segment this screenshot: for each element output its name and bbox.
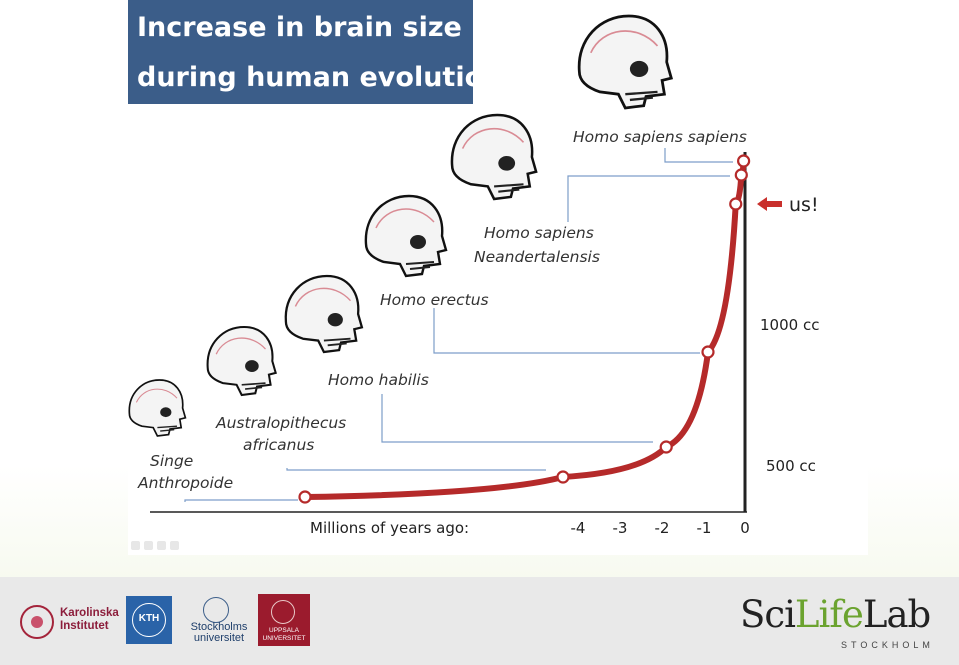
data-point xyxy=(737,154,751,168)
x-tick-label: 0 xyxy=(740,519,750,537)
leader-line xyxy=(184,499,298,502)
species-label: Neandertalensis xyxy=(474,248,600,266)
skull-outline xyxy=(450,113,538,201)
leader-line xyxy=(286,468,546,471)
eye-socket xyxy=(327,313,343,327)
stockholm-university-logo: Stockholms universitet xyxy=(186,597,248,645)
teeth xyxy=(405,261,435,270)
uu-name: UPPSALA UNIVERSITET xyxy=(262,627,306,642)
uu-seal-icon xyxy=(271,600,295,624)
pen-icon[interactable] xyxy=(144,541,153,550)
teeth xyxy=(494,183,524,193)
uppsala-logo: UPPSALA UNIVERSITET xyxy=(258,594,310,646)
x-tick-label: -2 xyxy=(655,519,670,537)
scilife-part-1: Sci xyxy=(740,593,796,636)
scilifelab-logo: SciLifeLab STOCKHOLM xyxy=(740,585,931,655)
karolinska-seal-icon xyxy=(20,605,54,639)
x-tick-label: -1 xyxy=(697,519,712,537)
karolinska-name: Karolinska Institutet xyxy=(60,607,119,632)
skull-sapiens-icon xyxy=(577,14,674,110)
leader-line xyxy=(664,148,733,163)
y-tick-label: 1000 cc xyxy=(760,316,819,334)
teeth xyxy=(157,425,178,432)
x-tick-label: -4 xyxy=(571,519,586,537)
skull-anthropoid-icon xyxy=(128,379,187,437)
species-label: africanus xyxy=(243,436,314,454)
skull-outline xyxy=(284,274,364,354)
x-tick-label: -3 xyxy=(613,519,628,537)
data-point xyxy=(701,345,715,359)
x-axis-label: Millions of years ago: xyxy=(310,519,469,537)
skull-suture xyxy=(215,337,266,355)
eye-socket xyxy=(498,155,516,171)
leader-line xyxy=(433,308,700,354)
skull-australopithecus-icon xyxy=(206,325,277,397)
skull-outline xyxy=(206,325,277,397)
data-point xyxy=(556,470,570,484)
species-label: Australopithecus xyxy=(215,414,346,432)
title-line-1: Increase in brain size xyxy=(137,12,462,43)
teeth xyxy=(323,337,351,347)
skull-suture xyxy=(461,128,525,149)
data-point xyxy=(729,197,743,211)
skull-outline xyxy=(364,194,448,278)
su-crest-icon xyxy=(203,597,229,623)
y-tick-label: 500 cc xyxy=(766,457,816,475)
scilifelab-name: SciLifeLab xyxy=(740,593,931,636)
skull-suture xyxy=(294,287,352,307)
series-line xyxy=(302,158,747,500)
eye-socket xyxy=(410,235,426,249)
eye-socket xyxy=(629,60,649,77)
teeth xyxy=(625,90,658,102)
title-box: Increase in brain size during human evol… xyxy=(128,0,502,104)
skull-outline xyxy=(128,379,187,437)
species-label: Singe xyxy=(150,452,193,470)
skull-suture xyxy=(375,208,435,229)
data-point xyxy=(734,168,748,182)
skull-erectus-icon xyxy=(364,194,448,278)
data-point xyxy=(659,440,673,454)
pointer-icon[interactable] xyxy=(131,541,140,550)
kth-logo: KTH xyxy=(126,596,172,644)
species-label: Homo habilis xyxy=(328,371,429,389)
data-point xyxy=(298,490,312,504)
species-label: Homo sapiens xyxy=(484,224,594,242)
leader-line xyxy=(381,394,653,443)
kth-crest-icon xyxy=(132,603,166,637)
species-label: Homo erectus xyxy=(380,291,489,309)
eye-socket xyxy=(160,407,172,418)
teeth xyxy=(241,382,266,390)
next-icon[interactable] xyxy=(170,541,179,550)
logo-footer: Karolinska Institutet KTH Stockholms uni… xyxy=(0,577,959,665)
scilifelab-subtitle: STOCKHOLM xyxy=(841,640,934,650)
skull-neandertal-icon xyxy=(450,113,538,201)
skull-suture xyxy=(590,30,659,54)
species-label: Anthropoide xyxy=(137,474,233,492)
scilife-part-3: Lab xyxy=(862,593,931,636)
species-label: Homo sapiens sapiens xyxy=(573,128,747,146)
scilife-part-2: Life xyxy=(794,593,864,636)
kth-name: KTH xyxy=(138,613,160,624)
skull-suture xyxy=(135,388,178,403)
skull-habilis-icon xyxy=(284,274,364,354)
karolinska-logo: Karolinska Institutet xyxy=(20,599,119,645)
us-annotation: us! xyxy=(789,194,819,216)
slide-toolbar[interactable] xyxy=(131,537,201,550)
title-line-2: during human evolution xyxy=(137,62,503,93)
leader-line xyxy=(567,175,730,222)
su-name: Stockholms universitet xyxy=(190,621,248,644)
eye-socket xyxy=(245,360,259,373)
skull-outline xyxy=(577,14,674,110)
us-arrow-icon xyxy=(757,197,782,211)
menu-icon[interactable] xyxy=(157,541,166,550)
